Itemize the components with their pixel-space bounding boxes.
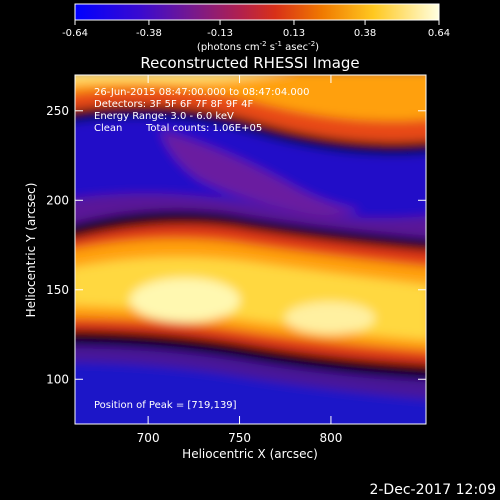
y-axis-ticks: 100 150 200 250 xyxy=(46,104,426,386)
colorbar-tick-label: -0.13 xyxy=(207,28,233,39)
chart-title: Reconstructed RHESSI Image xyxy=(140,54,359,72)
footer-date: 2-Dec-2017 12:09 xyxy=(369,482,496,498)
plot-frame xyxy=(74,74,427,425)
y-axis-label: Heliocentric Y (arcsec) xyxy=(24,183,38,318)
colorbar xyxy=(74,3,440,21)
colorbar-tick-label: -0.64 xyxy=(62,28,88,39)
colorbar-tick-label: 0.64 xyxy=(428,28,450,39)
x-tick-label: 700 xyxy=(137,431,160,445)
detectors-annotation: Detectors: 3F 5F 6F 7F 8F 9F 4F xyxy=(94,99,253,110)
colorbar-units-label: (photons cm-2 s-1 asec-2) xyxy=(197,40,319,53)
energy-range-annotation: Energy Range: 3.0 - 6.0 keV xyxy=(94,111,234,122)
colorbar-tick-label: 0.13 xyxy=(283,28,305,39)
y-tick-label: 100 xyxy=(46,372,69,386)
total-counts-annotation: Total counts: 1.06E+05 xyxy=(145,123,262,134)
x-axis-label: Heliocentric X (arcsec) xyxy=(182,447,318,461)
x-tick-label: 750 xyxy=(228,431,251,445)
y-tick-label: 150 xyxy=(46,283,69,297)
clean-label: Clean xyxy=(94,123,122,134)
y-tick-label: 200 xyxy=(46,193,69,207)
colorbar-tick-label: -0.38 xyxy=(136,28,162,39)
x-axis-ticks: 700 750 800 xyxy=(137,75,342,445)
time-range-annotation: 26-Jun-2015 08:47:00.000 to 08:47:04.000 xyxy=(94,87,310,98)
colorbar-tick-label: 0.38 xyxy=(354,28,376,39)
colorbar-ticks: -0.64 -0.38 -0.13 0.13 0.38 0.64 xyxy=(62,20,450,39)
peak-position-annotation: Position of Peak = [719,139] xyxy=(94,400,237,411)
y-tick-label: 250 xyxy=(46,104,69,118)
x-tick-label: 800 xyxy=(319,431,342,445)
heatmap-image xyxy=(75,75,426,424)
